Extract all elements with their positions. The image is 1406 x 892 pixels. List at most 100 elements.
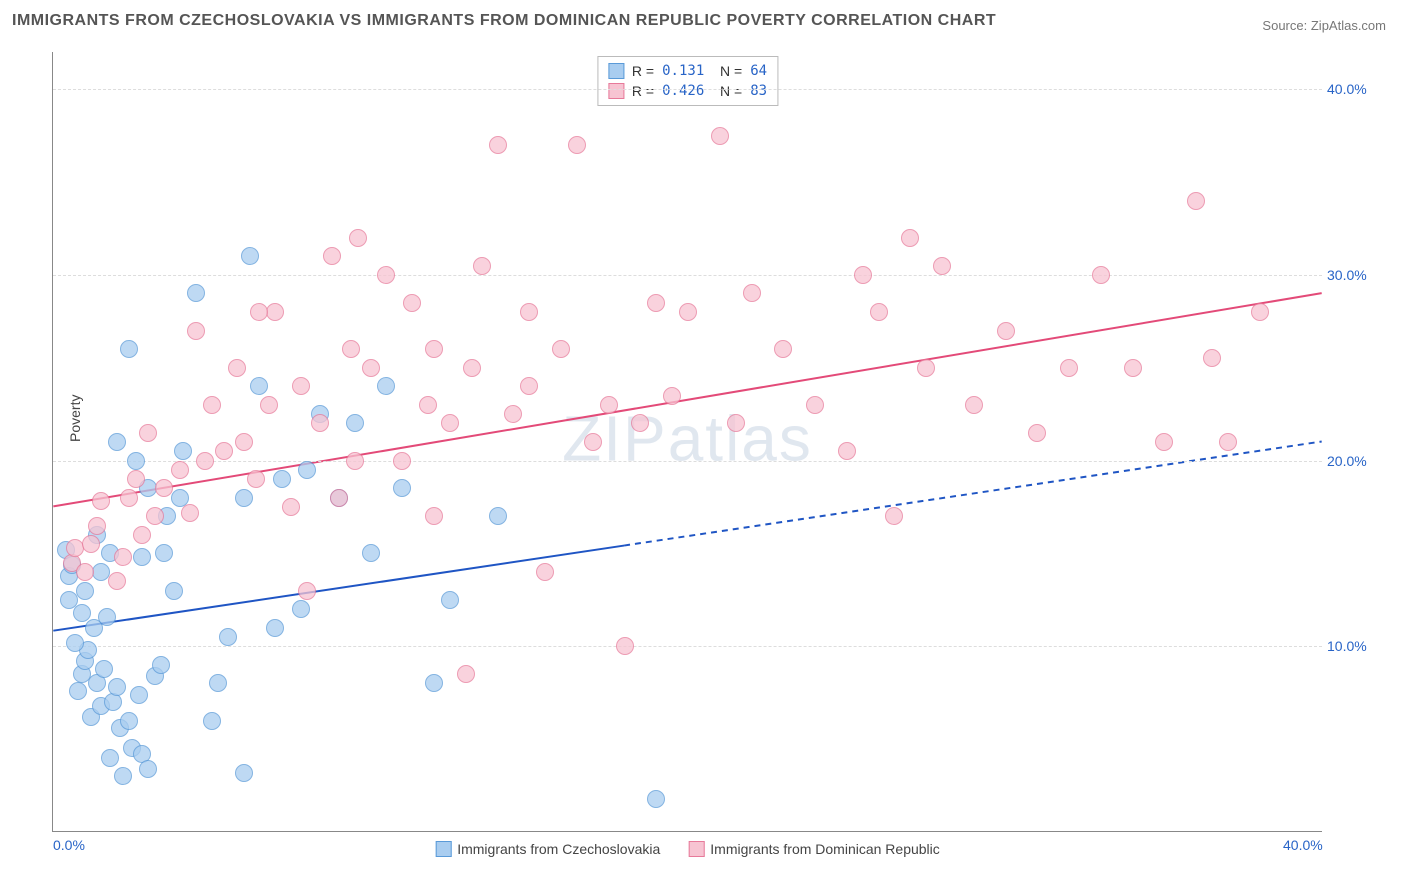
legend-swatch [608,63,624,79]
data-point-dominican [838,442,856,460]
data-point-dominican [473,257,491,275]
data-point-dominican [743,284,761,302]
data-point-dominican [463,359,481,377]
data-point-dominican [108,572,126,590]
data-point-dominican [489,136,507,154]
data-point-czech [127,452,145,470]
data-point-dominican [247,470,265,488]
data-point-dominican [1155,433,1173,451]
data-point-czech [66,634,84,652]
data-point-dominican [1219,433,1237,451]
data-point-dominican [120,489,138,507]
y-tick-label: 40.0% [1327,81,1382,97]
data-point-czech [441,591,459,609]
gridline-h [53,461,1322,462]
legend-r-value: 0.131 [662,61,704,81]
data-point-dominican [600,396,618,414]
data-point-czech [174,442,192,460]
x-tick-label: 40.0% [1283,837,1323,853]
data-point-dominican [250,303,268,321]
data-point-dominican [441,414,459,432]
data-point-dominican [520,303,538,321]
data-point-dominican [679,303,697,321]
data-point-czech [133,548,151,566]
data-point-dominican [631,414,649,432]
data-point-czech [209,674,227,692]
data-point-czech [69,682,87,700]
data-point-dominican [155,479,173,497]
legend-series-name: Immigrants from Czechoslovakia [457,841,660,857]
data-point-dominican [181,504,199,522]
legend-item-czech: Immigrants from Czechoslovakia [435,841,660,857]
data-point-czech [219,628,237,646]
data-point-dominican [215,442,233,460]
data-point-czech [647,790,665,808]
data-point-dominican [330,489,348,507]
data-point-dominican [266,303,284,321]
data-point-dominican [425,340,443,358]
data-point-dominican [127,470,145,488]
data-point-czech [377,377,395,395]
data-point-dominican [346,452,364,470]
data-point-dominican [187,322,205,340]
legend-r-value: 0.426 [662,81,704,101]
data-point-dominican [292,377,310,395]
legend-n-value: 83 [750,81,767,101]
data-point-dominican [727,414,745,432]
data-point-dominican [298,582,316,600]
data-point-dominican [1203,349,1221,367]
data-point-dominican [552,340,570,358]
gridline-h [53,89,1322,90]
data-point-dominican [520,377,538,395]
data-point-czech [120,712,138,730]
gridline-h [53,275,1322,276]
data-point-dominican [377,266,395,284]
data-point-czech [101,749,119,767]
data-point-czech [235,764,253,782]
legend-row-czech: R =0.131 N =64 [608,61,767,81]
source-value: ZipAtlas.com [1311,18,1386,33]
legend-swatch [688,841,704,857]
y-tick-label: 20.0% [1327,453,1382,469]
y-tick-label: 30.0% [1327,267,1382,283]
data-point-czech [98,608,116,626]
data-point-dominican [663,387,681,405]
y-axis-label: Poverty [67,394,83,441]
data-point-czech [108,678,126,696]
data-point-dominican [362,359,380,377]
data-point-dominican [260,396,278,414]
data-point-dominican [536,563,554,581]
data-point-czech [139,760,157,778]
chart-title: IMMIGRANTS FROM CZECHOSLOVAKIA VS IMMIGR… [12,12,996,30]
scatter-plot: Poverty ZIPatlas R =0.131 N =64R =0.426 … [52,52,1322,832]
legend-swatch [435,841,451,857]
legend-n-label: N = [712,81,742,101]
legend-n-value: 64 [750,61,767,81]
data-point-dominican [139,424,157,442]
data-point-czech [152,656,170,674]
legend-row-dominican: R = 0.426 N = 83 [608,81,767,101]
correlation-legend: R =0.131 N =64R = 0.426 N = 83 [597,56,778,106]
data-point-dominican [393,452,411,470]
data-point-czech [273,470,291,488]
data-point-dominican [584,433,602,451]
data-point-czech [73,604,91,622]
data-point-dominican [349,229,367,247]
data-point-czech [155,544,173,562]
data-point-czech [425,674,443,692]
data-point-czech [235,489,253,507]
data-point-dominican [1028,424,1046,442]
y-tick-label: 10.0% [1327,638,1382,654]
data-point-dominican [76,563,94,581]
data-point-dominican [203,396,221,414]
data-point-dominican [1251,303,1269,321]
data-point-dominican [114,548,132,566]
data-point-dominican [854,266,872,284]
data-point-dominican [1187,192,1205,210]
legend-r-label: R = [632,81,654,101]
data-point-dominican [82,535,100,553]
data-point-dominican [917,359,935,377]
data-point-czech [393,479,411,497]
data-point-dominican [146,507,164,525]
data-point-dominican [774,340,792,358]
